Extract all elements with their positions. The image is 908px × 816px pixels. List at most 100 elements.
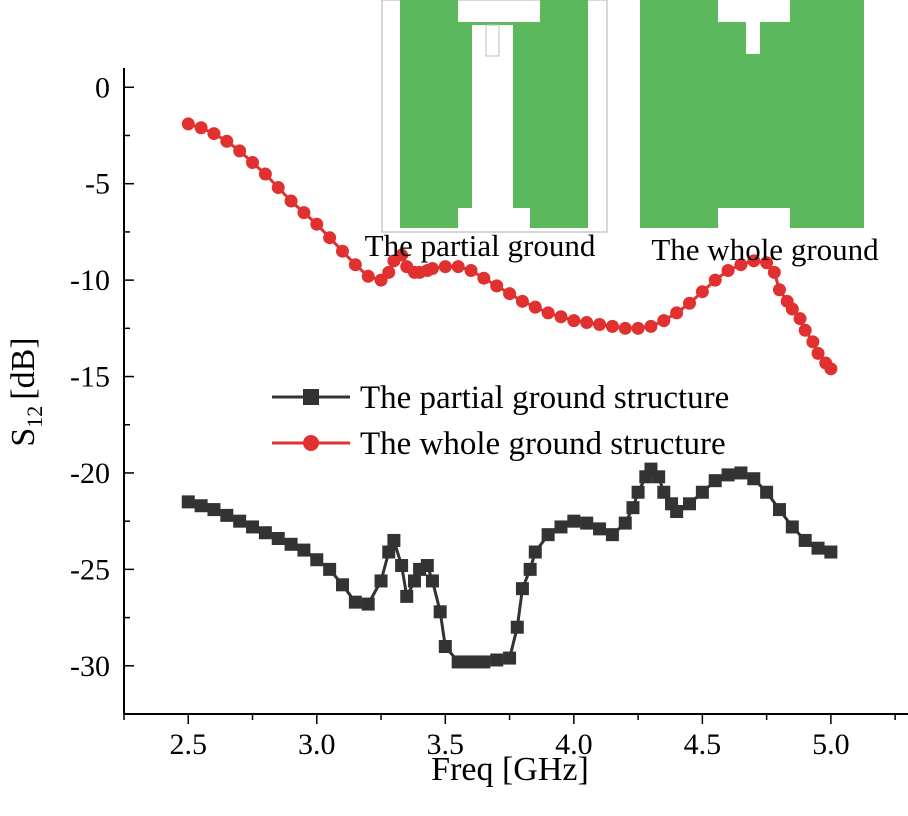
data-point	[510, 620, 524, 634]
y-axis-title: S12 [dB]	[5, 337, 47, 446]
data-point	[593, 317, 607, 331]
data-point	[657, 314, 671, 328]
data-point	[374, 574, 388, 588]
series-line	[187, 467, 832, 664]
data-point	[554, 520, 568, 534]
data-point	[528, 545, 542, 559]
data-point	[438, 260, 452, 274]
data-point	[310, 217, 324, 231]
y-tick-label: -15	[70, 361, 110, 394]
x-ticks: 2.5 3.0 3.5 4.0 4.5 5.0	[123, 714, 896, 761]
x-axis-title: Freq [GHz]	[431, 751, 589, 788]
data-point	[451, 655, 465, 669]
data-point	[657, 485, 671, 499]
data-point	[477, 655, 491, 669]
y-axis-title-main: S	[5, 428, 42, 447]
data-point	[541, 528, 555, 542]
data-point	[433, 605, 447, 619]
data-point	[233, 144, 247, 158]
data-point	[425, 262, 439, 276]
data-point	[246, 155, 260, 169]
data-point	[811, 541, 825, 555]
y-axis-title-sub: 12	[22, 406, 47, 428]
data-point	[335, 578, 349, 592]
data-point	[310, 553, 324, 567]
legend: The partial ground structure The whole g…	[272, 380, 729, 462]
data-point	[503, 651, 517, 665]
data-point	[772, 283, 786, 297]
data-point	[323, 231, 337, 245]
data-point	[760, 485, 774, 499]
svg-text:The partial ground: The partial ground	[365, 228, 596, 263]
data-point	[297, 543, 311, 557]
x-tick-label: 2.5	[170, 728, 208, 761]
data-point	[361, 597, 375, 611]
data-point	[220, 508, 234, 522]
data-point	[335, 244, 349, 258]
data-point	[785, 302, 799, 316]
series-partial-ground	[181, 462, 838, 669]
data-point	[793, 312, 807, 326]
data-point	[297, 206, 311, 220]
data-point	[181, 495, 195, 509]
data-point	[407, 574, 421, 588]
svg-text:The whole ground structure: The whole ground structure	[360, 426, 726, 462]
data-point	[258, 526, 272, 540]
data-point	[515, 294, 529, 308]
data-point	[420, 559, 434, 573]
data-point	[785, 520, 799, 534]
series-whole-ground	[181, 117, 838, 376]
data-point	[605, 528, 619, 542]
data-point	[605, 319, 619, 333]
data-point	[772, 503, 786, 517]
data-point	[554, 310, 568, 324]
data-point	[451, 260, 465, 274]
data-point	[631, 485, 645, 499]
data-point	[618, 516, 632, 530]
x-tick-label: 3.0	[298, 728, 336, 761]
svg-text:The whole ground: The whole ground	[651, 232, 879, 267]
data-point	[811, 346, 825, 360]
data-point	[395, 248, 409, 262]
data-point	[464, 263, 478, 277]
data-point	[652, 470, 666, 484]
data-point	[708, 273, 722, 287]
data-point	[207, 127, 221, 141]
data-point	[271, 181, 285, 195]
svg-text:S12[dB]: S12 [dB]	[5, 337, 47, 446]
data-point	[503, 287, 517, 301]
y-tick-label: -5	[85, 168, 110, 201]
data-point	[541, 306, 555, 320]
y-tick-label: -30	[70, 650, 110, 683]
legend-entry-partial: The partial ground structure	[272, 380, 729, 416]
data-point	[207, 503, 221, 517]
data-point	[695, 285, 709, 299]
inset-whole-ground: The whole ground	[640, 0, 879, 267]
data-point	[721, 263, 735, 277]
data-point	[798, 323, 812, 337]
axes-frame	[123, 68, 908, 715]
data-point	[618, 321, 632, 335]
data-point	[387, 533, 401, 547]
data-point	[670, 306, 684, 320]
data-point	[515, 582, 529, 596]
data-point	[284, 194, 298, 208]
series-layer	[181, 117, 838, 669]
partial-ground-feed	[485, 24, 500, 57]
data-point	[323, 562, 337, 576]
x-tick-label: 5.0	[812, 728, 850, 761]
data-point	[348, 595, 362, 609]
whole-ground-notch	[746, 22, 760, 54]
whole-ground-substrate	[640, 0, 864, 228]
x-tick-label: 4.5	[684, 728, 722, 761]
data-point	[361, 269, 375, 283]
data-point	[747, 254, 761, 268]
x-tick-label: 3.5	[427, 728, 465, 761]
y-tick-label: -10	[70, 264, 110, 297]
data-point	[523, 562, 537, 576]
data-point	[760, 256, 774, 270]
data-point	[798, 533, 812, 547]
y-tick-label: -25	[70, 553, 110, 586]
data-point	[477, 271, 491, 285]
